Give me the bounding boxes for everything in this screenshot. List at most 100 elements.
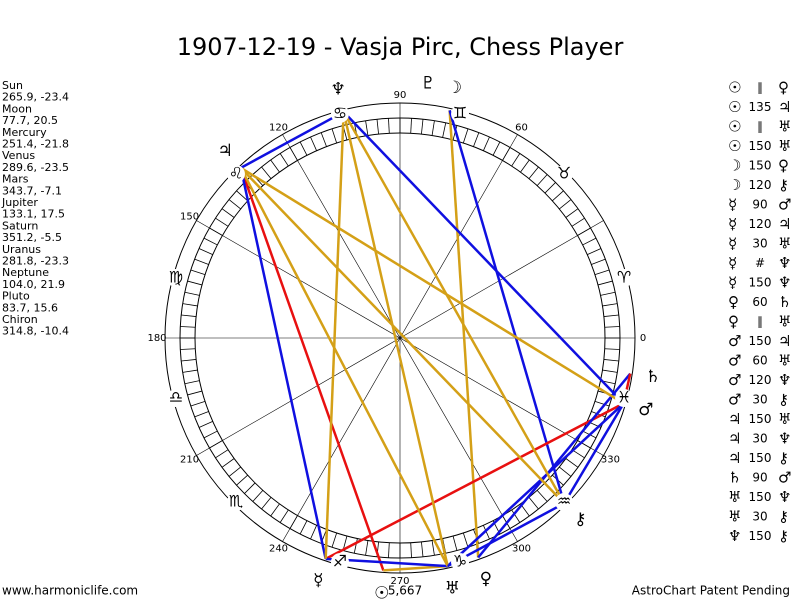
degree-label: 180 [147,333,166,344]
aspect-from: ♆ [728,527,741,545]
sign-bg [451,104,470,123]
aspect-line [324,111,345,559]
hatch [180,326,196,328]
aspect-to: ♃ [778,215,791,233]
footer-right: AstroChart Patent Pending [632,584,790,598]
planet-position: 314.8, -10.4 [2,325,69,338]
hatch [536,490,548,502]
planet-position: 83.7, 15.6 [2,301,58,314]
sign-glyph: ♊ [453,103,467,122]
hatch [244,482,256,494]
hatch [376,119,379,135]
hatch [603,314,619,317]
aspect-line [342,111,625,405]
aspect-label: 150 [749,159,772,173]
title: 1907-12-19 - Vasja Pirc, Chess Player [177,33,624,61]
hatch [203,430,218,439]
sign-bg [555,164,574,183]
aspect-to: ♅ [778,118,791,136]
aspect-label: 150 [749,490,772,504]
hatch [252,490,264,502]
aspect-to: ♂ [778,196,791,214]
hatch [181,314,197,317]
aspect-from: ☿ [728,215,737,233]
hatch [552,190,564,202]
aspect-label: 120 [749,217,772,231]
aspect-line [563,402,625,504]
planet-position: 343.7, -7.1 [2,184,62,197]
hatch [582,237,597,246]
hatch [203,237,218,246]
degree-label: 60 [515,123,528,134]
aspect-line [448,109,566,504]
hatch [184,291,200,296]
sign-glyph: ♍ [169,267,183,286]
planet-glyph: ☽ [447,78,462,98]
planet-glyph: ♃ [217,141,232,161]
planet-glyph: ♆ [330,80,345,100]
aspect-line [239,167,449,567]
aspect-to: ⚷ [778,176,789,194]
sign-glyph: ♑ [453,552,467,571]
hatch [528,166,539,179]
planet-glyph: ☉ [374,583,389,600]
aspect-from: ☉ [728,118,741,136]
hatch [299,141,308,156]
wheel-labels: ♈ ♉ ♊ ♋ ♌ ♍ ♎ ♏ ♐ ♑ ♒ ♓ 0 60 90 120 150 180 210 240 270 300 33… [147,74,660,600]
hatch [511,153,521,167]
hatch [261,497,272,510]
hatch [215,449,229,459]
hatch [187,280,203,286]
aspect-from: ♂ [728,332,741,350]
hatch [410,542,412,558]
aspect-to: ♅ [778,235,791,253]
hatch [194,411,209,418]
sign-bg [330,104,349,123]
planet-name: Neptune [2,266,49,279]
hatch [410,118,412,134]
aspect-to: ♀ [778,157,789,175]
aspect-to: ♅ [778,410,791,428]
aspect-label: 30 [752,393,767,407]
footer-left: www.harmoniclife.com [2,584,138,598]
hatch [511,509,521,523]
planet-glyph: ☿ [313,571,323,591]
planet-name: Sun [2,79,23,92]
wheel [164,102,636,574]
aspect-line [239,167,327,560]
aspect-line [477,372,632,559]
planet-name: Mercury [2,126,47,139]
sign-bg [451,553,470,572]
planet-name: Mars [2,173,29,186]
aspect-to: ♆ [778,488,791,506]
sign-glyph: ♋ [333,103,347,122]
aspect-from: ♃ [728,449,741,467]
degree-label: 330 [601,455,620,466]
sign-bg [555,493,574,512]
hatch [310,136,317,151]
sign-bg [226,164,245,183]
aspect-from: ☉ [728,98,741,116]
sign-glyph: ♉ [557,163,571,182]
aspect-to: ♆ [778,371,791,389]
planet-name: Saturn [2,219,38,232]
aspect-to: ♅ [778,137,791,155]
aspect-to: ⚷ [778,391,789,409]
hatch [594,269,610,276]
aspect-from: ♀ [728,293,739,311]
planet-position: 351.2, -5.5 [2,231,62,244]
hatch [604,326,620,328]
aspect-from: ☽ [728,157,741,175]
sign-bg [615,389,634,408]
planet-name: Chiron [2,313,38,326]
hatch [331,532,338,548]
planet-position: 281.8, -23.3 [2,255,69,268]
hatch [565,458,579,468]
aspect-to: ⚷ [778,449,789,467]
aspect-label: 135 [749,100,772,114]
aspect-label: 150 [749,412,772,426]
spoke [399,337,604,456]
hatch [431,540,435,556]
planet-position: 289.6, -23.5 [2,161,69,174]
